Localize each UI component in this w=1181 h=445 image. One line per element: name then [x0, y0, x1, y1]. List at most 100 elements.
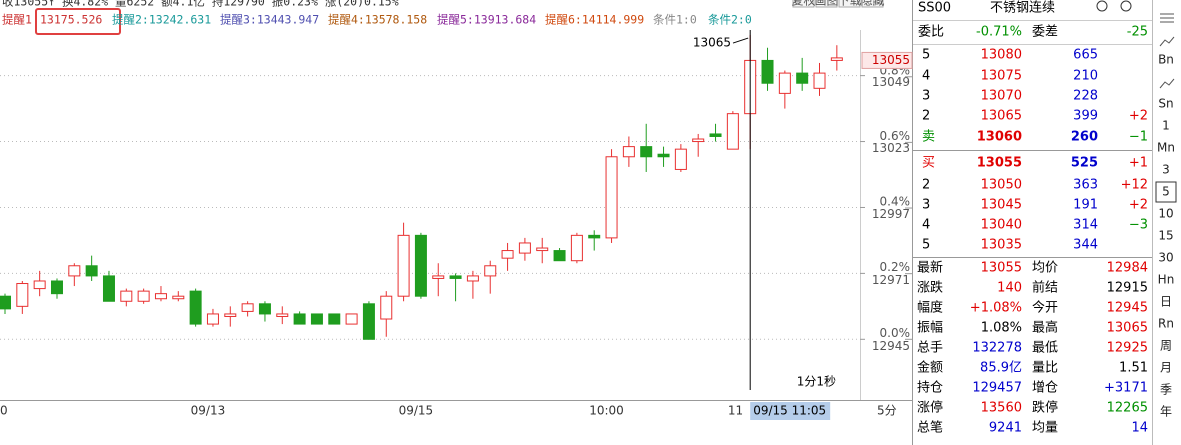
candle-body [484, 265, 497, 277]
period-button[interactable]: 周 [1160, 339, 1172, 353]
volume: 210 [1073, 69, 1098, 84]
info-icon[interactable] [1096, 0, 1108, 12]
candle-body [692, 138, 705, 143]
period-button[interactable]: 季 [1160, 383, 1172, 397]
change: +2 [1129, 198, 1148, 213]
highlight-box [35, 8, 121, 35]
stat-label: 均量 [1032, 421, 1058, 436]
period-button[interactable]: 5 [1162, 185, 1170, 199]
candle-body [657, 153, 670, 158]
x-tick-label: 10:00 [589, 404, 624, 418]
period-button[interactable]: Sn [1158, 97, 1173, 111]
candle-body [380, 295, 393, 320]
candle-body [362, 303, 375, 340]
button[interactable] [861, 0, 884, 8]
volume: 228 [1073, 89, 1098, 104]
reminder: 13175.526 [40, 13, 102, 27]
reminder: 提醒4:13578.158 [328, 13, 427, 27]
candle-body [328, 313, 341, 325]
level: 3 [922, 89, 930, 104]
stat-value: 13055 [981, 261, 1022, 276]
stat-label: 总手 [917, 341, 943, 356]
candle-body [189, 290, 202, 325]
stat-value: 12925 [1107, 341, 1148, 356]
summary-line: 收13055↑ 换4.82% 量6252 额4.1亿 持129790 振0.23… [2, 0, 399, 9]
stat-value: 85.9亿 [980, 361, 1022, 376]
button-label[interactable]: 复权 [791, 0, 815, 8]
instrument-name: 不锈钢连续 [990, 0, 1055, 16]
stat-value: 14 [1131, 421, 1148, 436]
candle-body [674, 148, 687, 170]
symbol: SS00 [918, 1, 951, 16]
ratio-label: 委差 [1032, 25, 1058, 40]
ratio-value: -0.71% [976, 25, 1022, 40]
period-button[interactable]: Mn [1157, 141, 1175, 155]
stat-value: 1.51 [1119, 361, 1148, 376]
period-button[interactable]: 10 [1158, 207, 1173, 221]
period-button[interactable]: 3 [1162, 163, 1170, 177]
level: 4 [922, 218, 930, 233]
candle-body [432, 275, 445, 279]
volume: 191 [1073, 198, 1098, 213]
chart-icon[interactable] [1159, 78, 1175, 89]
y2-tick-label: 0.2% [880, 260, 911, 274]
y2-tick-label: 0.0% [880, 326, 911, 340]
chart-icon[interactable] [1159, 36, 1175, 47]
stat-label: 跌停 [1032, 400, 1058, 416]
period-button[interactable]: 30 [1158, 251, 1173, 265]
period-button[interactable]: 年 [1160, 405, 1172, 419]
price: 13035 [981, 238, 1022, 253]
candle-body [0, 295, 11, 310]
volume: 260 [1071, 130, 1098, 145]
x-tick-label: 11 [728, 404, 743, 418]
candle-body [449, 275, 462, 279]
button-label[interactable]: 下载 [837, 0, 861, 8]
crosshair-label: 09/15 11:05 [753, 404, 826, 418]
button-label[interactable]: 隐藏 [860, 0, 884, 8]
selected-period [1155, 181, 1177, 203]
price: 13075 [981, 69, 1022, 84]
candle-body [16, 283, 29, 307]
volume: 344 [1073, 238, 1098, 253]
period-button[interactable]: 1 [1162, 119, 1170, 133]
stat-label: 幅度 [917, 300, 943, 316]
crosshair-duration: 1分1秒 [797, 375, 836, 389]
candle-body [830, 57, 843, 61]
button-label[interactable]: 画图 [814, 0, 838, 8]
period-button[interactable]: 月 [1160, 361, 1172, 375]
reminder: 提醒2:13242.631 [112, 13, 211, 27]
period-button[interactable]: Rn [1158, 317, 1174, 331]
button[interactable] [792, 0, 815, 8]
last-price-box [861, 51, 913, 69]
period-button[interactable]: Bn [1158, 53, 1174, 67]
stat-label: 量比 [1032, 361, 1058, 376]
stat-value: 12265 [1107, 401, 1148, 416]
candle-body [206, 313, 219, 325]
period-button[interactable]: 日 [1160, 295, 1172, 309]
price: 13070 [981, 89, 1022, 104]
candle-body [345, 313, 358, 325]
menu-icon[interactable] [1160, 13, 1174, 23]
period-button[interactable]: 15 [1158, 229, 1173, 243]
candle-body [622, 146, 635, 158]
max-leader [732, 37, 749, 44]
level: 卖 [922, 130, 935, 145]
stat-label: 总笔 [917, 420, 943, 436]
stat-value: 13065 [1107, 321, 1148, 336]
settings-icon[interactable] [1120, 0, 1132, 12]
level: 5 [922, 48, 930, 63]
button[interactable] [838, 0, 861, 8]
button[interactable] [815, 0, 838, 8]
period-button[interactable]: Hn [1158, 273, 1175, 287]
volume: 363 [1073, 178, 1098, 193]
price: 13040 [981, 218, 1022, 233]
stat-label: 均价 [1032, 261, 1058, 276]
candle-body [50, 280, 63, 295]
crosshair-box [750, 402, 831, 420]
volume: 399 [1073, 109, 1098, 124]
candle-body [466, 275, 479, 282]
candle-body [258, 303, 271, 315]
